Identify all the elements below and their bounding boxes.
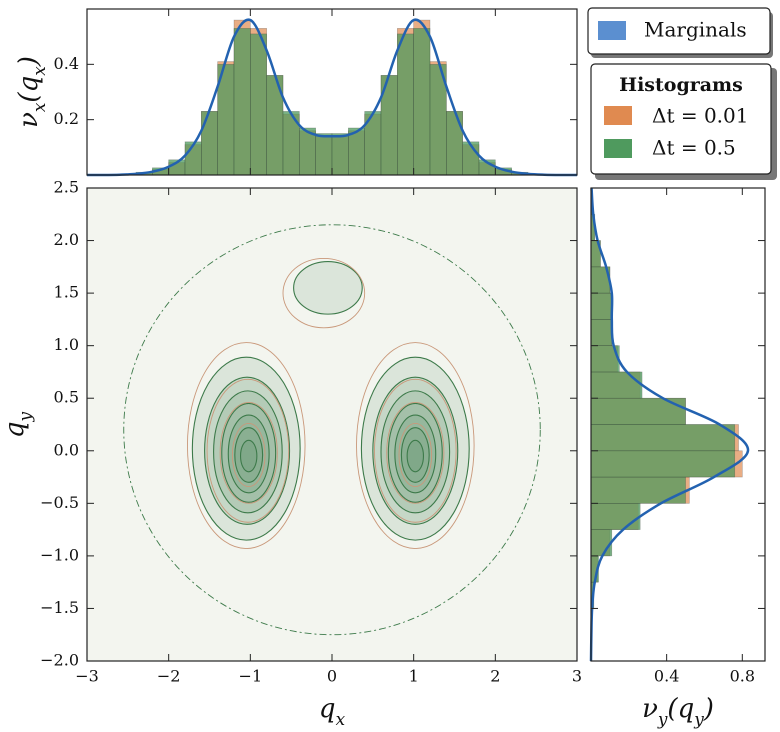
histogram-bar — [413, 28, 431, 176]
contour-line — [234, 427, 264, 483]
y-tick-label: −1.5 — [40, 598, 79, 617]
histogram-bar — [201, 111, 218, 176]
legend-label: Marginals — [644, 18, 747, 42]
histogram-bar — [590, 476, 686, 504]
y-tick-label: 0.5 — [54, 388, 79, 407]
contour-line — [380, 390, 451, 514]
y-tick-label: 1.5 — [54, 283, 79, 302]
y-tick-label: −0.5 — [40, 493, 79, 512]
contour-line — [400, 427, 430, 483]
legend-swatch — [604, 106, 632, 125]
histogram-bar — [315, 133, 333, 176]
y-tick-label: 0.4 — [54, 54, 79, 73]
histogram-bar — [590, 319, 613, 346]
x-tick-label: 3 — [572, 667, 582, 686]
contour-line — [398, 422, 433, 487]
contour-line — [282, 257, 366, 329]
histogram-bar — [590, 450, 736, 478]
contour-line — [221, 402, 277, 503]
x-tick-label: −3 — [75, 667, 99, 686]
x-axis-label: νy(qy) — [642, 694, 714, 729]
x-axis-label: qx — [319, 694, 346, 729]
legend-swatch — [598, 21, 626, 40]
histogram-bar — [446, 111, 463, 176]
contour-line — [356, 342, 475, 549]
y-tick-label: −1.0 — [40, 545, 79, 564]
y-tick-label: 0.2 — [54, 109, 79, 128]
histogram-bar — [250, 33, 267, 176]
contour-line — [386, 401, 445, 504]
y-tick-label: 1.0 — [54, 335, 79, 354]
x-tick-label: −1 — [239, 667, 263, 686]
contour-line — [360, 356, 470, 541]
x-tick-label: −2 — [157, 667, 181, 686]
legend-swatch — [604, 139, 632, 158]
x-tick-label: 0 — [327, 667, 337, 686]
legend-label: Δt = 0.01 — [652, 104, 748, 128]
plot-layer: 0.2 0.4 −3 −2 −1 0 1 2 3 −2.0 −1.5 −1.0 −0.5 0.0 0.5 1.… — [40, 9, 765, 686]
contour-line — [219, 401, 278, 504]
contour-line — [374, 378, 457, 523]
contour-line — [293, 261, 363, 315]
main-frame — [86, 187, 578, 662]
legend-box — [587, 7, 771, 55]
contour-line — [191, 356, 301, 541]
legend-box — [590, 63, 772, 175]
right-frame — [590, 187, 766, 662]
y-axis-label: νx(qx) — [14, 56, 49, 128]
histogram-bar — [590, 424, 736, 452]
histogram-bar — [590, 529, 613, 557]
legend-label: Δt = 0.5 — [652, 136, 736, 160]
histogram-bar — [590, 292, 613, 320]
y-tick-label: −2.0 — [40, 651, 79, 670]
contour-line — [186, 342, 306, 549]
marginal-line — [86, 18, 578, 177]
contour-background — [87, 188, 577, 661]
marginal-line — [589, 187, 750, 662]
x-tick-label: 0.8 — [730, 667, 755, 686]
histogram-bar — [233, 28, 251, 176]
contour-line — [387, 402, 443, 503]
top-frame — [86, 8, 578, 176]
x-tick-label: 2 — [490, 667, 500, 686]
histogram-bar — [397, 33, 414, 176]
y-axis-label: qy — [0, 411, 35, 438]
histogram-bar — [331, 133, 349, 176]
contour-line — [239, 439, 258, 473]
x-tick-label: 0.4 — [654, 667, 679, 686]
contour-line — [231, 422, 266, 487]
legend-title: Histograms — [619, 74, 743, 96]
histogram-bar — [590, 503, 641, 530]
contour-line — [206, 378, 290, 523]
histogram-bar — [590, 371, 643, 399]
contour-line — [213, 390, 283, 514]
contour-line — [123, 224, 541, 636]
y-tick-label: 0.0 — [54, 440, 79, 459]
x-tick-label: 1 — [409, 667, 419, 686]
y-tick-label: 2.5 — [54, 178, 79, 197]
y-tick-label: 2.0 — [54, 230, 79, 249]
contour-line — [406, 439, 425, 473]
